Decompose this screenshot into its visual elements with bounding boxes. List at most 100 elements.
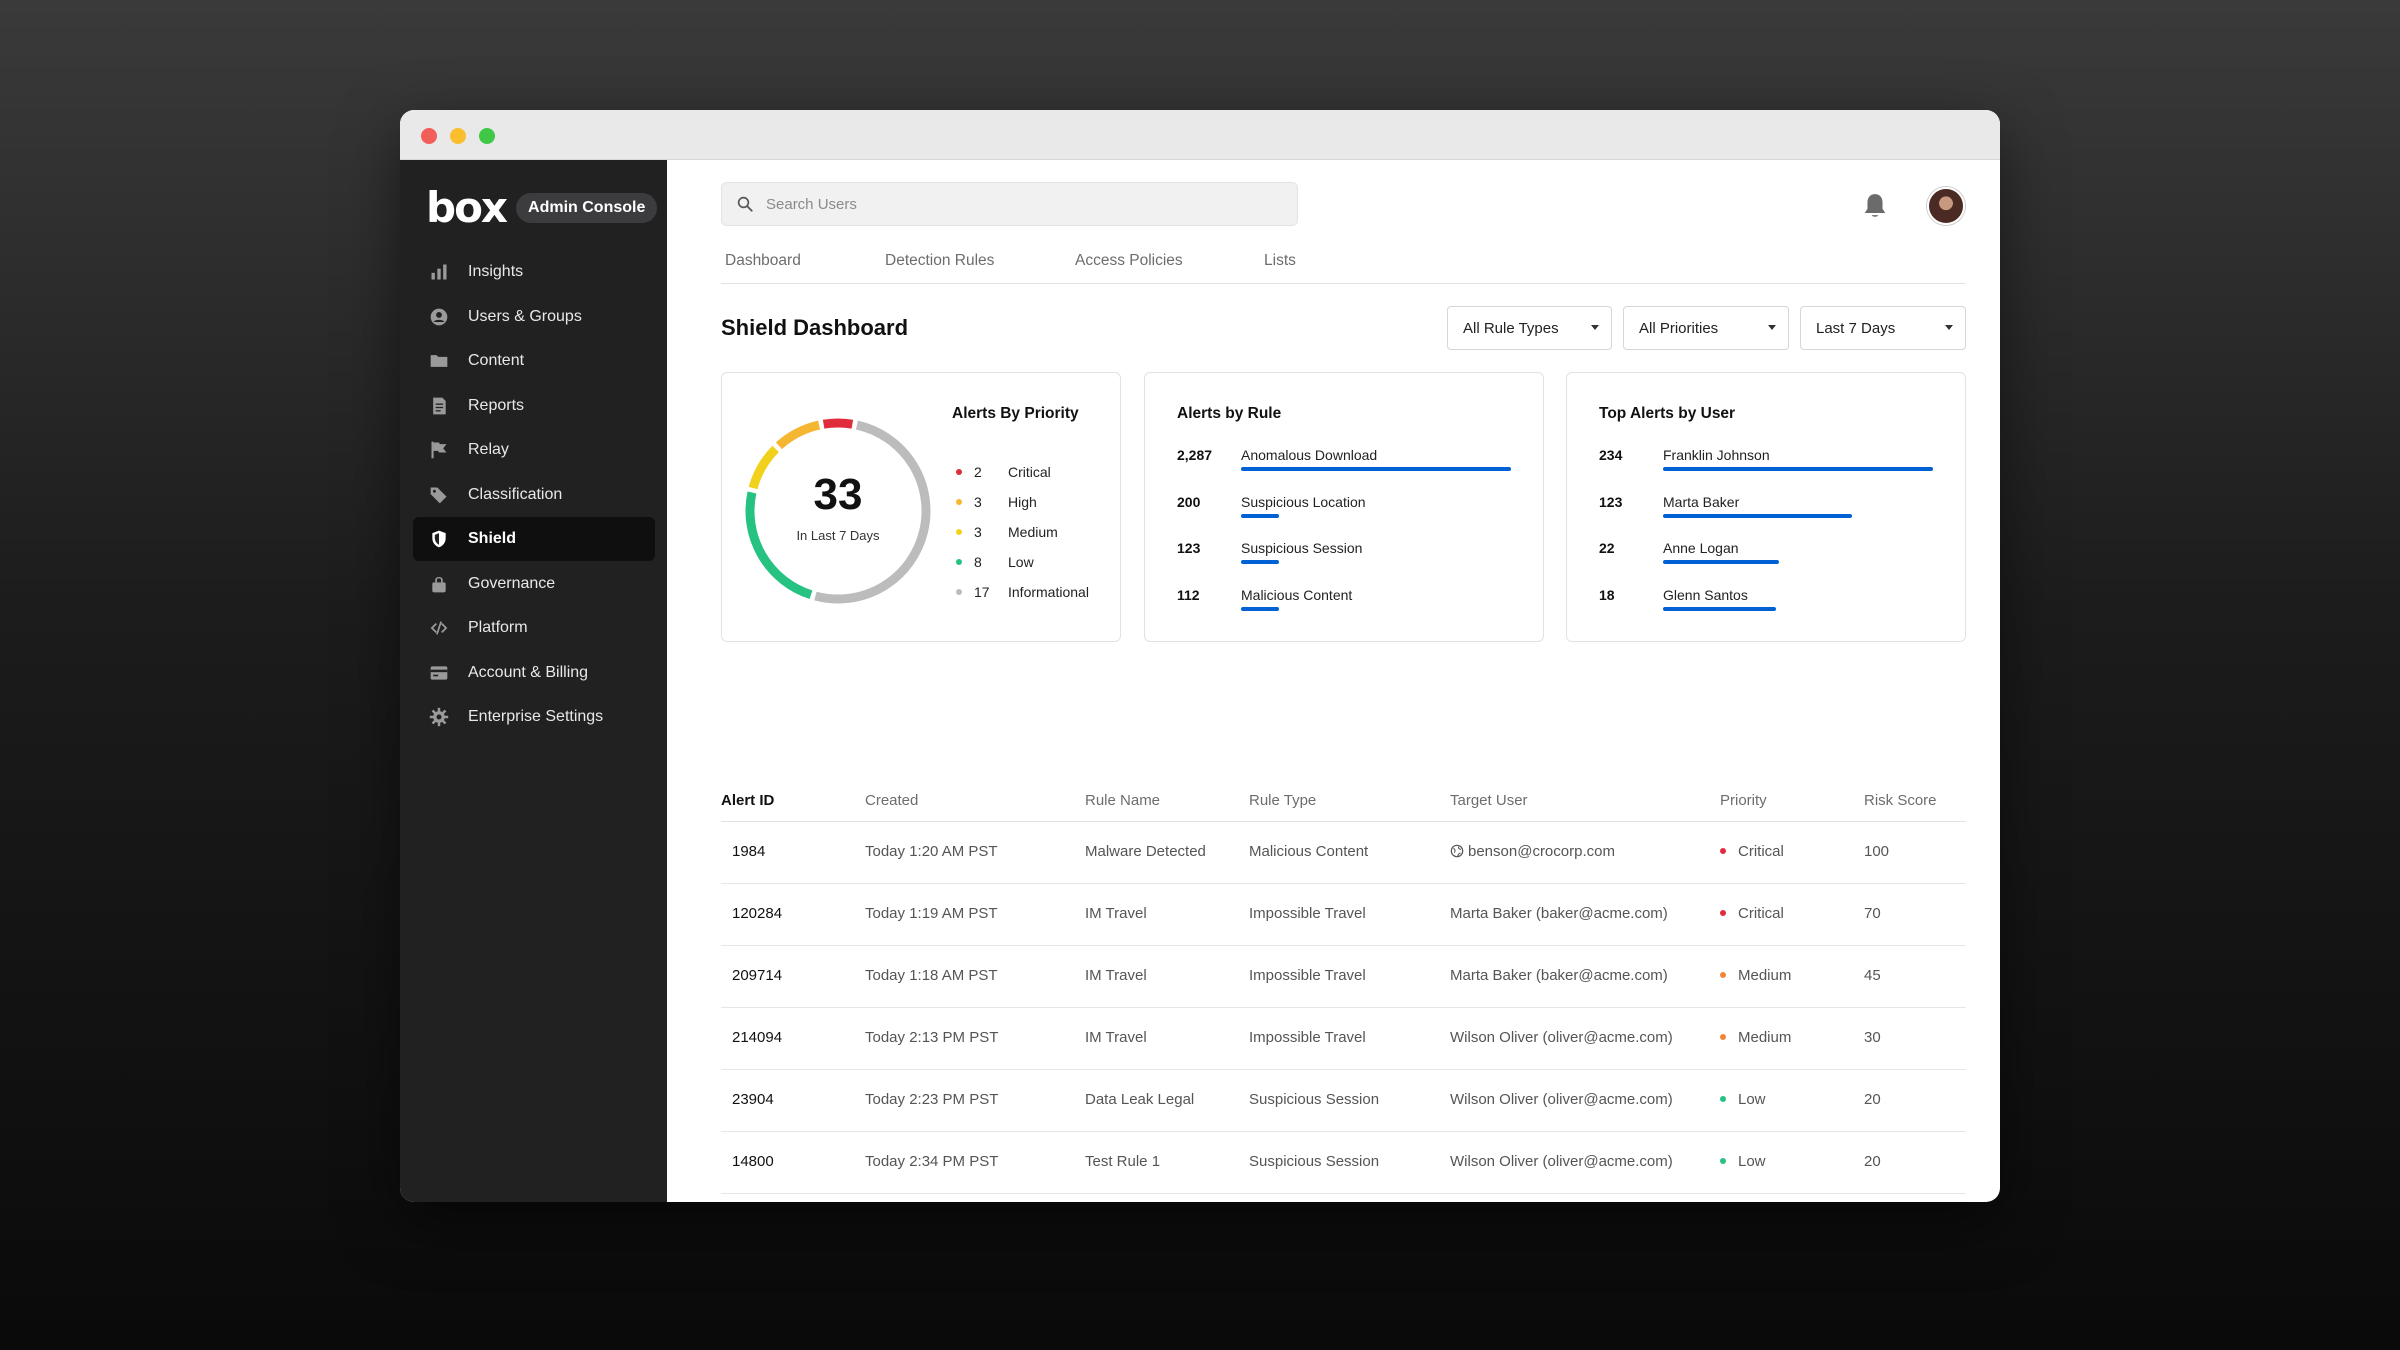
created-cell: Today 1:18 AM PST <box>865 967 998 984</box>
alert-id-cell: 1984 <box>732 843 766 860</box>
date-range-dropdown[interactable]: Last 7 Days <box>1800 306 1966 350</box>
donut-segment-medium <box>748 445 779 490</box>
legend-item-critical: 2 Critical <box>956 457 1089 487</box>
sidebar-item-label: Classification <box>468 485 563 503</box>
bar-label: Anomalous Download <box>1241 447 1378 463</box>
column-header-created[interactable]: Created <box>865 792 919 809</box>
sidebar-item-platform[interactable]: Platform <box>413 606 655 650</box>
sidebar-item-relay[interactable]: Relay <box>413 428 655 472</box>
priority-text: Low <box>1738 1091 1766 1108</box>
sidebar-item-shield[interactable]: Shield <box>413 517 655 561</box>
donut-segment-critical <box>822 418 854 429</box>
donut-segment-low <box>745 491 813 600</box>
close-window-button[interactable] <box>421 128 437 144</box>
folder-icon <box>428 350 450 372</box>
bar-fill <box>1663 560 1779 564</box>
table-row[interactable]: 23904 Today 2:23 PM PST Data Leak Legal Sus… <box>721 1070 1966 1132</box>
bar-row[interactable]: 234 Franklin Johnson <box>1599 447 1939 493</box>
priority-dot <box>1720 972 1726 979</box>
alert-id-cell: 23904 <box>732 1091 774 1108</box>
rule-type-cell: Suspicious Session <box>1249 1091 1380 1108</box>
priority-dropdown[interactable]: All Priorities <box>1623 306 1789 350</box>
legend-count: 17 <box>974 584 990 600</box>
bar-label: Malicious Content <box>1241 586 1353 603</box>
bar-row[interactable]: 2,287 Anomalous Download <box>1177 447 1517 493</box>
bar-label: Anne Logan <box>1663 540 1739 556</box>
rule-type-cell: Suspicious Session <box>1249 1153 1380 1170</box>
sidebar-nav: Insights Users & Groups Content Reports Rela… <box>413 250 655 740</box>
sidebar-item-label: Content <box>468 352 525 369</box>
sidebar-item-governance[interactable]: Governance <box>413 562 655 606</box>
bar-row[interactable]: 22 Anne Logan <box>1599 540 1939 586</box>
legend-dot <box>956 469 962 475</box>
search-bar[interactable] <box>721 182 1298 226</box>
total-alerts-caption: In Last 7 Days <box>796 528 880 543</box>
column-header-risk-score[interactable]: Risk Score <box>1864 792 1937 809</box>
sidebar-item-label: Account & Billing <box>468 663 589 681</box>
sidebar-item-enterprise-settings[interactable]: Enterprise Settings <box>413 695 655 739</box>
table-row[interactable]: 14800 Today 2:34 PM PST Test Rule 1 Suspici… <box>721 1132 1966 1194</box>
column-header-rule-name[interactable]: Rule Name <box>1085 792 1161 809</box>
alerts-by-rule-card: Alerts by Rule 2,287 Anomalous Download 20… <box>1144 372 1544 642</box>
globe-icon <box>1450 844 1464 858</box>
legend-label: Low <box>1008 554 1034 570</box>
table-row[interactable]: 14982Yesterday 1:13 PM PSTDomain Rule 2S… <box>721 1194 1966 1202</box>
date-range-dropdown-value: Last 7 Days <box>1816 319 1896 337</box>
user-icon <box>428 306 450 328</box>
user-avatar[interactable] <box>1927 187 1965 225</box>
legend-label: High <box>1008 494 1037 510</box>
box-logo: box <box>426 183 508 232</box>
target-user-cell: Marta Baker (baker@acme.com) <box>1450 967 1668 984</box>
column-header-priority[interactable]: Priority <box>1720 792 1767 809</box>
sidebar-item-content[interactable]: Content <box>413 339 655 383</box>
sidebar-item-insights[interactable]: Insights <box>413 250 655 294</box>
created-cell: Today 2:34 PM PST <box>865 1153 999 1170</box>
tag-icon <box>428 484 450 506</box>
rule-name-cell: Data Leak Legal <box>1085 1091 1195 1108</box>
table-row[interactable]: 209714 Today 1:18 AM PST IM Travel Impossib… <box>721 946 1966 1008</box>
logo[interactable]: box Admin Console <box>426 183 658 232</box>
gear-icon <box>428 706 450 728</box>
rule-type-dropdown[interactable]: All Rule Types <box>1447 306 1612 350</box>
bar-fill <box>1663 606 1777 611</box>
search-input[interactable] <box>766 195 1266 213</box>
minimize-window-button[interactable] <box>450 128 466 144</box>
risk-score-cell: 20 <box>1864 1091 1881 1108</box>
tab-lists[interactable]: Lists <box>1264 252 1296 269</box>
bar-row[interactable]: 123 Suspicious Session <box>1177 540 1517 586</box>
donut-segment-high <box>775 420 821 450</box>
sidebar-item-reports[interactable]: Reports <box>413 384 655 428</box>
column-header-alert-id[interactable]: Alert ID <box>721 792 775 809</box>
target-user-cell: Wilson Oliver (oliver@acme.com) <box>1450 1029 1673 1046</box>
legend-label: Medium <box>1008 524 1058 540</box>
table-row[interactable]: 120284 Today 1:19 AM PST IM Travel Impossib… <box>721 884 1966 946</box>
legend-count: 3 <box>974 494 982 510</box>
notification-bell-icon[interactable] <box>1862 192 1888 220</box>
bar-row[interactable]: 112 Malicious Content <box>1177 587 1517 633</box>
sidebar-item-label: Platform <box>468 619 528 636</box>
sidebar-item-account-billing[interactable]: Account & Billing <box>413 651 655 695</box>
bar-row[interactable]: 123 Marta Baker <box>1599 494 1939 540</box>
sidebar-item-users-groups[interactable]: Users & Groups <box>413 295 655 339</box>
tab-access-policies[interactable]: Access Policies <box>1075 252 1183 269</box>
rule-name-cell: Test Rule 1 <box>1085 1153 1161 1170</box>
column-header-target-user[interactable]: Target User <box>1450 792 1528 809</box>
bar-label: Franklin Johnson <box>1663 447 1770 463</box>
bar-label: Marta Baker <box>1663 493 1740 510</box>
bar-row[interactable]: 200 Suspicious Location <box>1177 494 1517 540</box>
table-row[interactable]: 214094 Today 2:13 PM PST IM Travel Impossib… <box>721 1008 1966 1070</box>
risk-score-cell: 20 <box>1864 1153 1881 1170</box>
maximize-window-button[interactable] <box>479 128 495 144</box>
priority-dropdown-value: All Priorities <box>1639 319 1719 337</box>
target-user-text: Wilson Oliver (oliver@acme.com) <box>1450 1029 1673 1046</box>
bar-row[interactable]: 18 Glenn Santos <box>1599 587 1939 633</box>
priority-dot <box>1720 848 1726 855</box>
bar-count: 112 <box>1177 586 1200 603</box>
sidebar-item-classification[interactable]: Classification <box>413 473 655 517</box>
column-header-rule-type[interactable]: Rule Type <box>1249 792 1317 809</box>
bar-count: 18 <box>1599 586 1615 603</box>
tab-detection-rules[interactable]: Detection Rules <box>885 252 995 269</box>
tab-dashboard[interactable]: Dashboard <box>725 252 801 269</box>
table-row[interactable]: 1984 Today 1:20 AM PST Malware Detected Mal… <box>721 822 1966 884</box>
target-user-cell: Wilson Oliver (oliver@acme.com) <box>1450 1153 1673 1170</box>
